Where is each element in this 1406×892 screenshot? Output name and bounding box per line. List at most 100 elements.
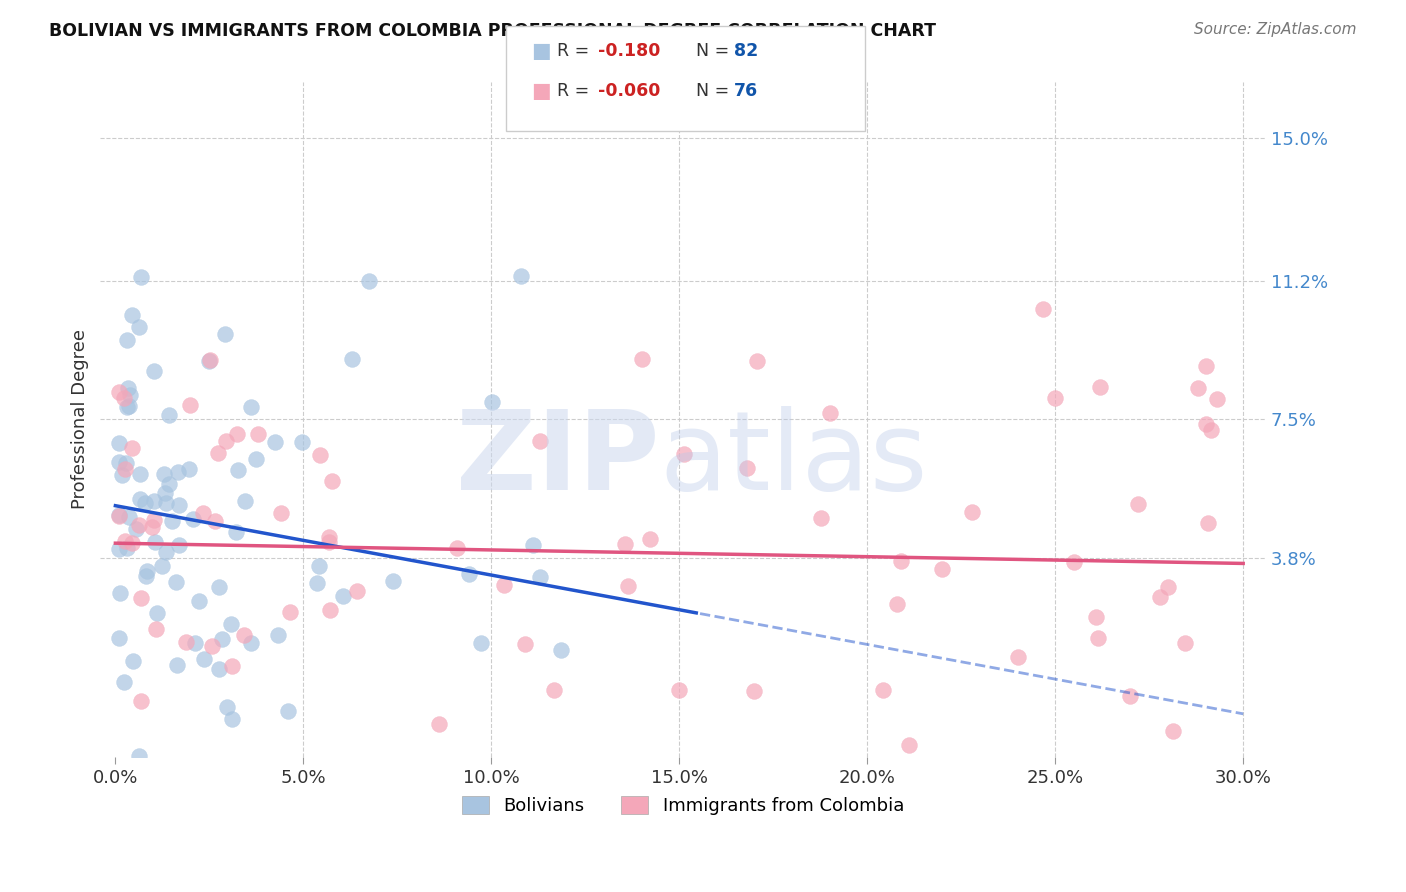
Point	[872, 683, 894, 698]
Point	[614, 537, 637, 551]
Point	[214, 327, 236, 342]
Point	[120, 388, 142, 402]
Point	[201, 639, 224, 653]
Point	[142, 364, 165, 378]
Point	[111, 467, 134, 482]
Point	[118, 400, 141, 414]
Point	[165, 575, 187, 590]
Point	[134, 496, 156, 510]
Point	[960, 505, 983, 519]
Point	[221, 659, 243, 673]
Point	[278, 605, 301, 619]
Point	[346, 584, 368, 599]
Point	[145, 607, 167, 621]
Point	[167, 499, 190, 513]
Point	[108, 586, 131, 600]
Point	[143, 535, 166, 549]
Point	[240, 636, 263, 650]
Point	[1007, 650, 1029, 665]
Point	[150, 559, 173, 574]
Point	[381, 574, 404, 588]
Point	[108, 631, 131, 645]
Point	[529, 569, 551, 583]
Point	[129, 492, 152, 507]
Point	[897, 738, 920, 752]
Point	[129, 694, 152, 708]
Point	[162, 514, 184, 528]
Point	[142, 494, 165, 508]
Text: N =: N =	[696, 42, 735, 60]
Point	[673, 447, 696, 461]
Point	[818, 406, 841, 420]
Point	[318, 534, 340, 549]
Point	[735, 460, 758, 475]
Point	[308, 559, 330, 574]
Point	[470, 636, 492, 650]
Point	[169, 538, 191, 552]
Point	[321, 474, 343, 488]
Point	[245, 452, 267, 467]
Point	[1197, 516, 1219, 531]
Point	[115, 333, 138, 347]
Point	[157, 476, 180, 491]
Point	[543, 817, 565, 831]
Text: -0.060: -0.060	[598, 82, 659, 100]
Point	[267, 628, 290, 642]
Point	[890, 554, 912, 568]
Point	[108, 455, 131, 469]
Point	[1199, 423, 1222, 437]
Point	[510, 268, 533, 283]
Point	[1084, 610, 1107, 624]
Point	[226, 463, 249, 477]
Point	[332, 590, 354, 604]
Point	[177, 462, 200, 476]
Text: 76: 76	[734, 82, 758, 100]
Point	[1161, 724, 1184, 739]
Point	[121, 308, 143, 322]
Point	[108, 508, 131, 523]
Point	[114, 456, 136, 470]
Point	[481, 394, 503, 409]
Point	[446, 541, 468, 555]
Text: atlas: atlas	[659, 407, 928, 514]
Text: ■: ■	[531, 41, 551, 61]
Point	[153, 467, 176, 481]
Point	[208, 580, 231, 594]
Point	[745, 354, 768, 368]
Text: R =: R =	[557, 82, 595, 100]
Text: N =: N =	[696, 82, 735, 100]
Point	[1088, 380, 1111, 394]
Text: -0.180: -0.180	[598, 42, 659, 60]
Point	[1194, 359, 1216, 374]
Point	[226, 427, 249, 442]
Point	[638, 533, 661, 547]
Point	[1032, 301, 1054, 316]
Point	[118, 825, 141, 839]
Point	[155, 545, 177, 559]
Point	[263, 435, 285, 450]
Point	[129, 269, 152, 284]
Point	[550, 643, 572, 657]
Legend: Bolivians, Immigrants from Colombia: Bolivians, Immigrants from Colombia	[456, 789, 911, 822]
Point	[221, 712, 243, 726]
Point	[1149, 590, 1171, 604]
Point	[233, 628, 256, 642]
Point	[108, 541, 131, 556]
Point	[117, 381, 139, 395]
Point	[246, 426, 269, 441]
Point	[886, 597, 908, 611]
Point	[121, 535, 143, 549]
Point	[931, 562, 953, 576]
Point	[631, 352, 654, 367]
Point	[319, 603, 342, 617]
Point	[157, 408, 180, 422]
Point	[810, 511, 832, 525]
Point	[270, 506, 292, 520]
Point	[198, 352, 221, 367]
Point	[1126, 497, 1149, 511]
Point	[277, 704, 299, 718]
Point	[128, 518, 150, 533]
Point	[121, 442, 143, 456]
Point	[668, 682, 690, 697]
Point	[204, 514, 226, 528]
